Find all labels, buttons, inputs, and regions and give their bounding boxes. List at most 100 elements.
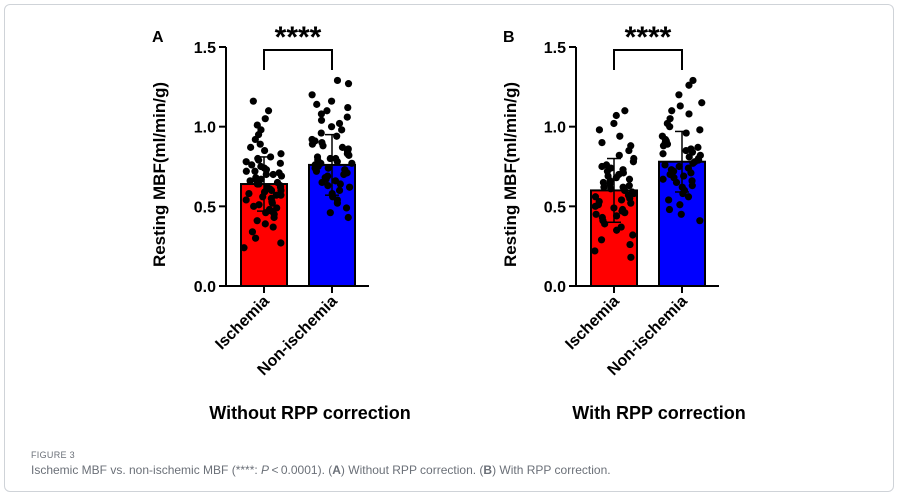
data-point: [675, 162, 683, 171]
data-point: [331, 177, 340, 185]
data-point: [629, 231, 637, 239]
data-point: [597, 236, 606, 244]
data-point: [257, 162, 265, 171]
data-point: [344, 145, 352, 153]
y-tick-label: 1.5: [194, 40, 216, 57]
data-point: [265, 205, 274, 214]
data-point: [694, 143, 702, 151]
data-point: [317, 129, 325, 137]
caption-part: ) Without RPP correction. (: [340, 463, 484, 477]
data-point: [602, 161, 611, 169]
data-point: [616, 132, 624, 140]
data-point: [598, 213, 606, 222]
data-point: [313, 100, 321, 108]
data-point: [335, 119, 344, 128]
data-point: [272, 191, 280, 199]
significance-stars: ****: [275, 21, 322, 54]
figure-caption: Ischemic MBF vs. non-ischemic MBF (****:…: [31, 463, 611, 477]
panel-letter: B: [503, 29, 515, 46]
data-point: [341, 166, 349, 174]
data-point: [332, 154, 340, 163]
data-point: [327, 123, 336, 131]
data-point: [249, 97, 257, 105]
data-point: [687, 145, 695, 153]
data-point: [254, 154, 262, 163]
data-point: [615, 151, 623, 159]
data-point: [627, 253, 635, 261]
data-point: [275, 169, 283, 177]
y-tick-label: 0.5: [544, 199, 566, 216]
data-point: [599, 178, 607, 187]
caption-part: < 0.0001). (: [269, 463, 333, 477]
y-tick-label: 1.5: [544, 40, 566, 57]
data-point: [343, 113, 351, 121]
data-point: [689, 76, 697, 85]
data-point: [696, 126, 704, 134]
data-point: [680, 172, 688, 180]
data-point: [684, 193, 693, 201]
data-point: [277, 150, 285, 158]
data-point: [245, 189, 253, 198]
data-point: [263, 183, 271, 191]
data-point: [324, 172, 332, 180]
data-point: [682, 129, 690, 137]
data-point: [333, 76, 342, 85]
data-point: [248, 228, 257, 236]
data-point: [242, 167, 250, 175]
data-point: [698, 99, 706, 107]
data-point: [658, 132, 666, 140]
data-point: [324, 164, 332, 172]
data-point: [248, 161, 256, 169]
y-tick-label: 0.0: [194, 279, 216, 296]
data-point: [273, 204, 281, 212]
data-point: [688, 177, 696, 185]
data-point: [317, 110, 326, 118]
significance-stars: ****: [625, 21, 672, 54]
category-label: Ischemia: [212, 293, 273, 354]
data-point: [675, 91, 683, 99]
data-point: [591, 247, 599, 255]
data-point: [666, 115, 674, 123]
data-point: [696, 217, 704, 225]
data-point: [598, 139, 606, 147]
data-point: [269, 170, 277, 179]
data-point: [659, 150, 667, 158]
data-point: [677, 210, 685, 218]
data-point: [324, 182, 332, 190]
significance-bracket: [613, 49, 683, 70]
data-point: [628, 188, 636, 196]
data-point: [621, 107, 629, 115]
caption-part: Ischemic MBF vs. non-ischemic MBF (****:: [31, 463, 262, 477]
data-point: [626, 240, 634, 249]
caption-p-symbol: P: [261, 463, 270, 477]
data-point: [338, 126, 346, 134]
data-point: [618, 205, 627, 214]
caption-panel-a: A: [332, 463, 341, 477]
data-point: [318, 139, 326, 147]
panel-letter: A: [152, 29, 164, 46]
data-point: [269, 223, 277, 231]
data-point: [273, 178, 282, 187]
data-point: [277, 239, 285, 247]
data-point: [344, 103, 352, 112]
caption-part: ) With RPP correction.: [492, 463, 611, 477]
data-point: [335, 186, 344, 194]
data-point: [665, 196, 673, 204]
data-point: [317, 116, 326, 124]
data-point: [313, 153, 322, 161]
data-point: [619, 166, 627, 174]
significance-bracket: [263, 49, 333, 70]
data-point: [252, 174, 260, 182]
data-point: [592, 210, 600, 218]
y-tick-label: 1.0: [544, 120, 566, 137]
data-point: [251, 167, 259, 175]
y-tick-label: 0.0: [544, 279, 566, 296]
data-point: [667, 166, 676, 174]
data-point: [344, 213, 352, 222]
data-point: [333, 132, 341, 140]
data-point: [685, 81, 693, 89]
data-point: [247, 143, 255, 151]
y-axis-label: Resting MBF(ml/min/g): [150, 82, 169, 267]
data-point: [610, 119, 618, 128]
